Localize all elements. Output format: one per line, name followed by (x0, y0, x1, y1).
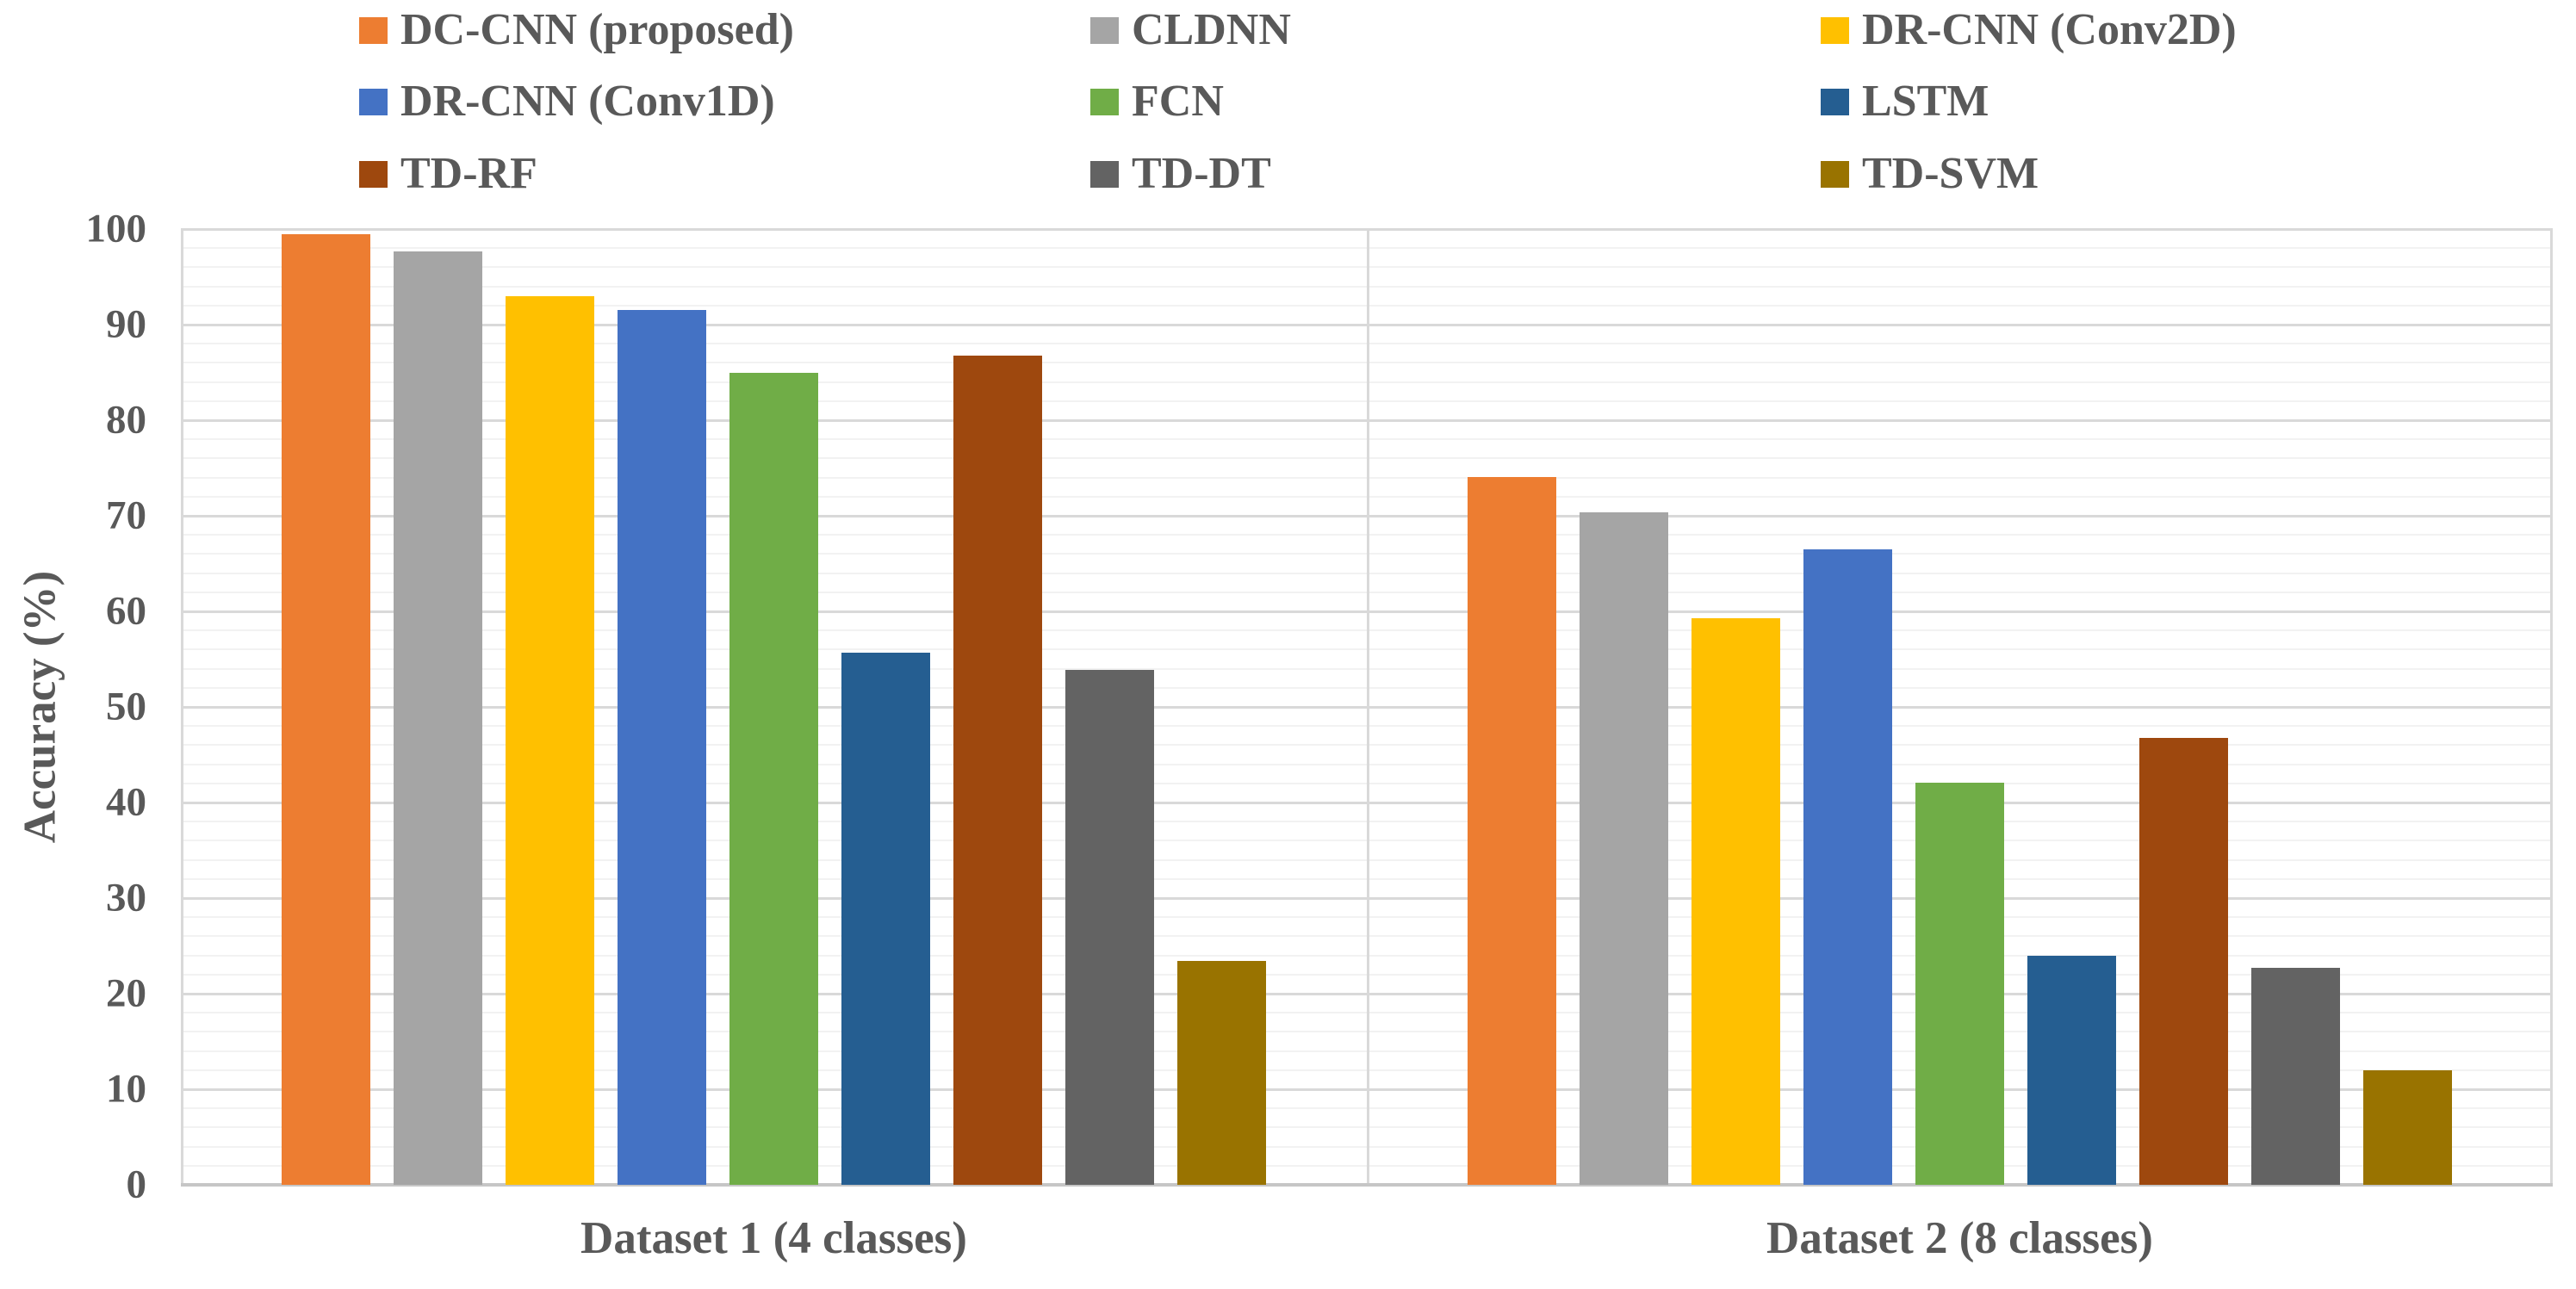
legend-label-dr-cnn-conv1d: DR-CNN (Conv1D) (400, 77, 775, 126)
bar-dr-cnn-conv2d-dataset-1-4-classes (506, 295, 594, 1185)
legend-label-lstm: LSTM (1862, 77, 1989, 126)
legend-swatch-td-rf (359, 160, 388, 188)
legend-label-fcn: FCN (1132, 77, 1224, 126)
legend-item-cldnn: CLDNN (1090, 4, 1291, 56)
legend-item-dc-cnn-proposed: DC-CNN (proposed) (359, 4, 794, 56)
legend-swatch-cldnn (1090, 16, 1119, 44)
bar-td-dt-dataset-1-4-classes (1065, 669, 1154, 1185)
legend-label-td-dt: TD-DT (1132, 149, 1271, 198)
gridline-vertical (2550, 229, 2553, 1185)
legend-item-dr-cnn-conv1d: DR-CNN (Conv1D) (359, 76, 775, 127)
legend-item-td-rf: TD-RF (359, 148, 537, 200)
legend-label-dr-cnn-conv2d: DR-CNN (Conv2D) (1862, 5, 2237, 54)
x-category-label-dataset-1-4-classes: Dataset 1 (4 classes) (580, 1213, 967, 1263)
bar-fcn-dataset-1-4-classes (729, 372, 818, 1185)
y-tick-label-40: 40 (106, 779, 146, 825)
bar-td-svm-dataset-1-4-classes (1177, 961, 1266, 1185)
legend: DC-CNN (proposed) CLDNN DR-CNN (Conv2D) DR-… (0, 0, 2576, 207)
legend-swatch-fcn (1090, 88, 1119, 115)
y-tick-label-50: 50 (106, 684, 146, 729)
bar-fcn-dataset-2-8-classes (1915, 782, 2004, 1185)
y-tick-label-0: 0 (126, 1162, 147, 1207)
legend-label-dc-cnn-proposed: DC-CNN (proposed) (400, 5, 794, 54)
legend-label-td-rf: TD-RF (400, 149, 537, 198)
y-tick-label-30: 30 (106, 875, 146, 920)
bar-dr-cnn-conv1d-dataset-1-4-classes (618, 310, 706, 1185)
legend-item-td-svm: TD-SVM (1821, 148, 2039, 200)
legend-swatch-lstm (1821, 88, 1849, 115)
legend-item-dr-cnn-conv2d: DR-CNN (Conv2D) (1821, 4, 2237, 56)
bar-cldnn-dataset-1-4-classes (394, 251, 482, 1185)
legend-swatch-td-svm (1821, 160, 1849, 188)
gridline-vertical (181, 229, 183, 1185)
bar-td-dt-dataset-2-8-classes (2251, 968, 2340, 1185)
bar-dr-cnn-conv1d-dataset-2-8-classes (1803, 548, 1892, 1185)
legend-item-lstm: LSTM (1821, 76, 1989, 127)
bar-td-rf-dataset-1-4-classes (953, 355, 1042, 1185)
bar-td-rf-dataset-2-8-classes (2139, 737, 2228, 1185)
plot-area (181, 228, 2553, 1187)
bar-td-svm-dataset-2-8-classes (2363, 1069, 2452, 1185)
bar-dc-cnn-proposed-dataset-2-8-classes (1468, 476, 1556, 1185)
y-tick-label-70: 70 (106, 493, 146, 538)
bar-dc-cnn-proposed-dataset-1-4-classes (282, 233, 370, 1185)
y-tick-label-10: 10 (106, 1066, 146, 1112)
y-tick-label-90: 90 (106, 301, 146, 347)
bar-lstm-dataset-2-8-classes (2027, 955, 2116, 1185)
gridline-vertical (1367, 229, 1369, 1185)
x-category-label-dataset-2-8-classes: Dataset 2 (8 classes) (1766, 1213, 2153, 1263)
x-axis-line (181, 1183, 2553, 1187)
legend-item-fcn: FCN (1090, 76, 1224, 127)
legend-swatch-dr-cnn-conv1d (359, 88, 388, 115)
bar-lstm-dataset-1-4-classes (841, 652, 930, 1185)
y-tick-label-100: 100 (85, 206, 147, 251)
legend-label-cldnn: CLDNN (1132, 5, 1291, 54)
y-tick-label-60: 60 (106, 588, 146, 634)
legend-swatch-dr-cnn-conv2d (1821, 16, 1849, 44)
bar-cldnn-dataset-2-8-classes (1580, 511, 1668, 1185)
legend-swatch-dc-cnn-proposed (359, 16, 388, 44)
legend-label-td-svm: TD-SVM (1862, 149, 2039, 198)
bar-dr-cnn-conv2d-dataset-2-8-classes (1691, 617, 1780, 1185)
legend-swatch-td-dt (1090, 160, 1119, 188)
y-tick-label-20: 20 (106, 970, 146, 1016)
y-tick-label-80: 80 (106, 397, 146, 443)
legend-item-td-dt: TD-DT (1090, 148, 1271, 200)
